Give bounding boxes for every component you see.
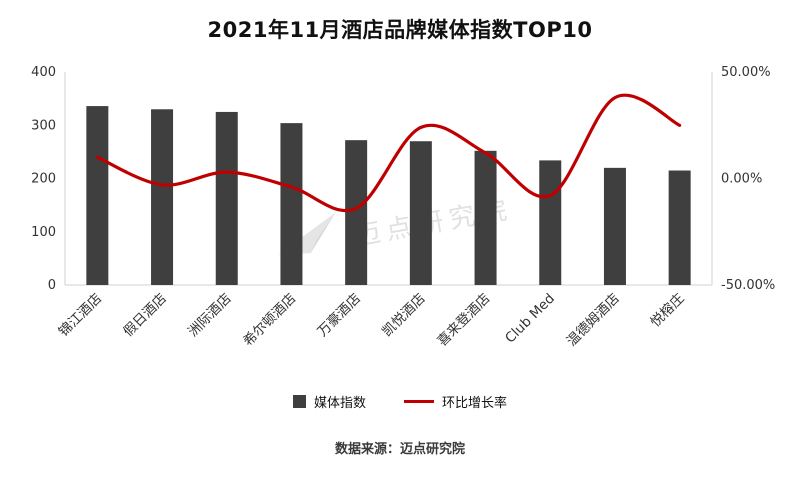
legend: 媒体指数 环比增长率 <box>0 392 800 411</box>
growth-rate-line <box>95 93 682 213</box>
bar-6 <box>474 150 497 285</box>
chart-area: 迈点研究院 0 100 200 300 400 -50.00% 0.00% 50.00% 锦江酒店… <box>0 52 800 382</box>
x-axis-label-3: 希尔顿酒店 <box>240 291 299 350</box>
x-axis-label-6: 喜来登酒店 <box>434 291 493 350</box>
left-axis-tick-label: 200 <box>31 172 56 187</box>
left-axis-tick-label: 0 <box>48 278 56 293</box>
left-axis-tick-label: 300 <box>31 118 56 133</box>
x-axis-label-1: 假日酒店 <box>120 291 169 340</box>
x-axis-label-2: 洲际酒店 <box>185 291 234 340</box>
x-axis-label-7: Club Med <box>502 291 558 347</box>
bar-2 <box>215 111 238 285</box>
x-axis-label-8: 温德姆酒店 <box>564 291 623 350</box>
bar-1 <box>151 109 174 286</box>
bar-3 <box>280 123 303 286</box>
bar-5 <box>409 141 432 285</box>
legend-label-media-index: 媒体指数 <box>313 396 366 411</box>
x-axis-label-0: 锦江酒店 <box>56 291 105 340</box>
right-axis-tick-label: 50.00% <box>721 65 771 80</box>
legend-label-growth-rate: 环比增长率 <box>442 396 508 411</box>
bar-legend-swatch-icon <box>292 395 306 408</box>
right-axis-tick-label: -50.00% <box>721 278 775 293</box>
x-axis-label-5: 凯悦酒店 <box>379 291 428 340</box>
left-axis-tick-label: 400 <box>31 65 56 80</box>
bar-8 <box>603 167 626 285</box>
legend-item-media-index: 媒体指数 <box>292 392 366 411</box>
combo-chart: 迈点研究院0100200300400-50.00%0.00%50.00%锦江酒店… <box>31 65 775 350</box>
x-axis-label-4: 万豪酒店 <box>314 291 363 340</box>
bar-0 <box>86 106 109 285</box>
bar-9 <box>668 170 691 285</box>
line-legend-swatch-icon <box>404 400 434 403</box>
data-source: 数据来源：迈点研究院 <box>334 442 465 457</box>
left-axis-tick-label: 100 <box>31 225 56 240</box>
x-axis-label-9: 悦榕庄 <box>647 290 688 331</box>
bar-7 <box>539 160 562 285</box>
chart-title: 2021年11月酒店品牌媒体指数TOP10 <box>207 18 593 42</box>
bar-4 <box>345 140 368 285</box>
legend-item-growth-rate: 环比增长率 <box>404 392 507 411</box>
right-axis-tick-label: 0.00% <box>721 172 762 187</box>
